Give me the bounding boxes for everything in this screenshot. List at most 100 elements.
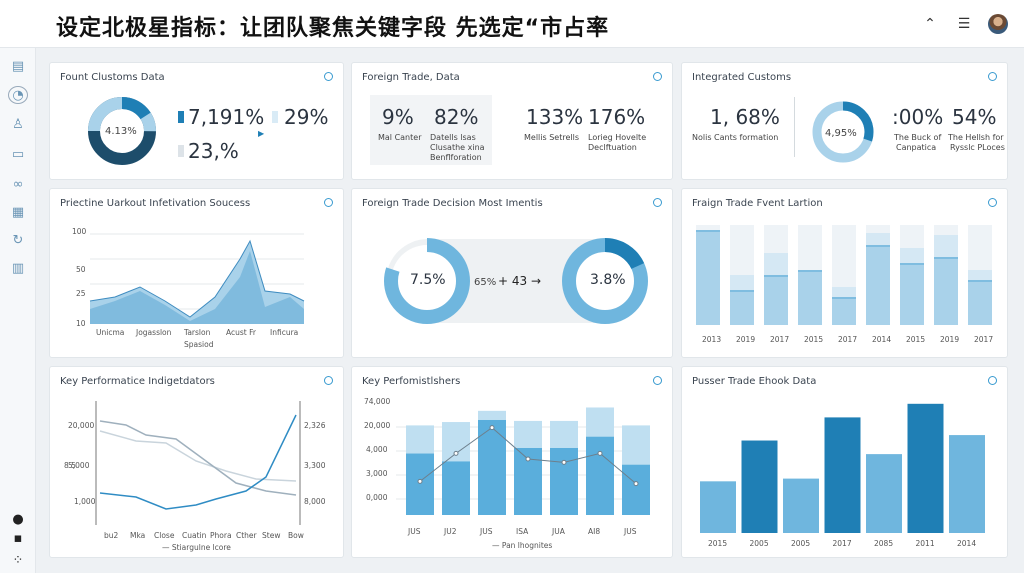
bar-segment <box>900 263 924 325</box>
legend-label: Pan lhognites <box>501 541 553 550</box>
bar-cap <box>866 245 890 247</box>
line-point <box>525 456 531 462</box>
document-icon[interactable]: ▤ <box>11 59 25 74</box>
area-chart <box>89 233 305 324</box>
filter-list-icon[interactable]: ☰ <box>957 16 971 32</box>
card-title: Integrated Customs <box>692 72 792 83</box>
card-fount-customs: Fount Clustoms Data 4.13% 7,191% 29% ▶ 2… <box>49 62 344 180</box>
y-tick-right: 2,326 <box>304 421 326 430</box>
x-sub-label: Spasiod <box>184 340 214 349</box>
arrow-label: + 43 → <box>498 274 542 288</box>
info-icon[interactable] <box>988 198 997 207</box>
info-icon[interactable] <box>653 72 662 81</box>
x-tick: Stew <box>262 531 281 540</box>
highlight-panel <box>370 95 492 165</box>
x-tick: Jogasslon <box>136 328 172 337</box>
x-tick: 2017 <box>974 335 994 344</box>
x-tick: 2011 <box>915 539 935 548</box>
metric-value: 82% <box>434 105 479 129</box>
sidebar: ▤ ◔ ♙ ▭ ∞ ▦ ↻ ▥ ● ▪ ⁘ <box>0 48 36 573</box>
user-icon[interactable]: ♙ <box>12 117 24 132</box>
y-tick: 3,000 <box>366 469 388 478</box>
link-icon[interactable]: ∞ <box>12 177 24 192</box>
metric-label: The Hellsh for <box>948 133 1004 142</box>
bar-segment <box>832 297 856 325</box>
camera-icon[interactable]: ● <box>12 512 24 527</box>
y-tick: 10 <box>76 319 86 328</box>
x-tick: 2085 <box>874 539 894 548</box>
metric-label: Nolis Cants formation <box>692 133 779 142</box>
bar-cap <box>900 263 924 265</box>
bar-line-combo-chart <box>396 407 650 515</box>
donut-label: 3.8% <box>590 272 626 288</box>
report-icon[interactable]: ▥ <box>11 261 25 276</box>
x-tick: 2015 <box>906 335 926 344</box>
bar-segment <box>622 464 650 515</box>
message-icon[interactable]: ▪ <box>13 531 23 546</box>
donut-label: 7.5% <box>410 272 446 288</box>
bar <box>824 417 861 533</box>
monitor-icon[interactable]: ▭ <box>11 147 25 162</box>
bar-cap <box>730 290 754 292</box>
expand-icon[interactable]: ⁘ <box>12 553 24 568</box>
info-icon[interactable] <box>324 198 333 207</box>
x-tick: 2015 <box>804 335 824 344</box>
x-tick: Cther <box>236 531 257 540</box>
bar <box>949 435 985 533</box>
x-tick: Tarslon <box>184 328 211 337</box>
info-icon[interactable] <box>324 72 333 81</box>
user-avatar[interactable] <box>988 14 1008 34</box>
metric-value: 29% <box>284 105 329 129</box>
metric-label: Lorieg Hovelte <box>588 133 647 142</box>
info-icon[interactable] <box>324 376 333 385</box>
line-point <box>633 481 639 487</box>
donut-chart-left <box>384 238 470 324</box>
donut-label: 4,95% <box>825 128 857 139</box>
card-title: Pusser Trade Ehook Data <box>692 376 817 387</box>
metric-label: Benflforation <box>430 153 482 162</box>
divider <box>794 97 795 157</box>
y-tick: 25 <box>76 289 86 298</box>
legend-swatch <box>272 111 278 123</box>
page-title: 设定北极星指标：让团队聚焦关键字段 先选定“市占率 <box>56 16 610 41</box>
info-icon[interactable] <box>653 376 662 385</box>
x-tick: AI8 <box>588 527 601 536</box>
table-icon[interactable]: ▦ <box>11 205 25 220</box>
bar-segment <box>934 257 958 325</box>
chevron-up-icon[interactable]: ⌃ <box>924 16 936 32</box>
info-icon[interactable] <box>653 198 662 207</box>
info-icon[interactable] <box>988 376 997 385</box>
info-icon[interactable] <box>988 72 997 81</box>
x-tick: 2014 <box>957 539 977 548</box>
bar-segment <box>730 290 754 325</box>
card-stacked-bars: Fraign Trade Fvent Lartion 2013 2019 2017 2… <box>681 188 1008 358</box>
bar-segment <box>586 407 614 437</box>
bar-segment <box>406 425 434 454</box>
x-tick: 2005 <box>791 539 811 548</box>
metric-label: Clusathe xina <box>430 143 485 152</box>
legend-swatch <box>178 145 184 157</box>
metric-label: Mellis Setrells <box>524 133 579 142</box>
card-integrated-customs: Integrated Customs 1, 68% Nolis Cants fo… <box>681 62 1008 180</box>
bar-segment <box>514 420 542 448</box>
metric-value: 23,% <box>188 139 239 163</box>
bar-segment <box>764 275 788 325</box>
metric-value: 1, 68% <box>710 105 780 129</box>
card-decision-donuts: Foreign Trade Decision Most Imentis 7.5%… <box>351 188 673 358</box>
bar-cap <box>934 257 958 259</box>
header-bar: 设定北极星指标：让团队聚焦关键字段 先选定“市占率 ⌃ ☰ <box>0 0 1024 48</box>
analytics-icon[interactable]: ◔ <box>8 86 28 104</box>
line-point <box>489 425 495 431</box>
metric-value: 133% <box>526 105 584 129</box>
play-icon: ▶ <box>258 129 265 138</box>
bar-chart <box>700 403 985 533</box>
x-tick: Inficura <box>270 328 299 337</box>
donut-label: 4.13% <box>105 126 137 137</box>
card-title: Key Performatice Indigetdators <box>60 376 215 387</box>
donut-chart-right <box>562 238 648 324</box>
y-tick: 1,000 <box>74 497 96 506</box>
refresh-icon[interactable]: ↻ <box>12 233 24 248</box>
card-line-chart: Key Performatice Indigetdators 20,000 8 … <box>49 366 344 558</box>
metric-value: 9% <box>382 105 414 129</box>
metric-value: 54% <box>952 105 997 129</box>
